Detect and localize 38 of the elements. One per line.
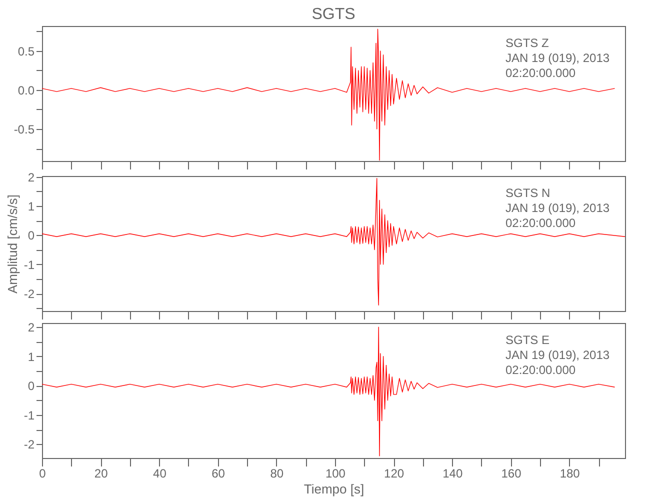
y-tick-label: -2 [24,287,35,302]
annotation: SGTS Z [505,36,549,50]
annotation: JAN 19 (019), 2013 [505,348,610,362]
y-axis-title: Amplitud [cm/s/s] [4,194,20,294]
x-tick-label: 100 [325,466,346,480]
annotation: 02:20:00.000 [505,216,576,230]
y-tick-label: -0.5 [14,122,35,137]
annotation: 02:20:00.000 [505,66,576,80]
x-tick-label: 160 [501,466,522,480]
x-tick-label: 0 [39,466,46,480]
x-tick-label: 80 [270,466,284,480]
y-tick-label: 2 [28,170,35,184]
line-series [42,326,616,456]
y-tick-label: 0.0 [18,83,35,98]
line-series [42,178,625,306]
annotation: SGTS E [505,333,550,347]
x-tick-label: 60 [212,466,226,480]
annotation: JAN 19 (019), 2013 [505,201,610,215]
x-tick-label: 180 [560,466,580,480]
y-tick-label: -1 [24,258,35,272]
y-tick-label: 0 [28,379,35,394]
x-tick-label: 20 [94,466,108,480]
x-axis-title: Tiempo [s] [304,482,364,496]
chart-title: SGTS [312,6,356,23]
y-tick-label: -1 [24,408,35,422]
x-tick-label: 40 [153,466,167,480]
annotation: JAN 19 (019), 2013 [505,51,610,65]
line-series [42,28,616,161]
x-tick-label: 140 [442,466,463,480]
y-tick-label: 1 [28,200,35,214]
x-tick-label: 120 [384,466,404,480]
y-tick-label: -2 [24,438,35,452]
y-tick-label: 1 [28,350,35,364]
annotation: SGTS N [505,186,550,200]
y-tick-label: 0.5 [18,44,35,58]
y-tick-label: 0 [28,228,35,243]
y-tick-label: 2 [28,320,35,335]
annotation: 02:20:00.000 [505,363,576,377]
